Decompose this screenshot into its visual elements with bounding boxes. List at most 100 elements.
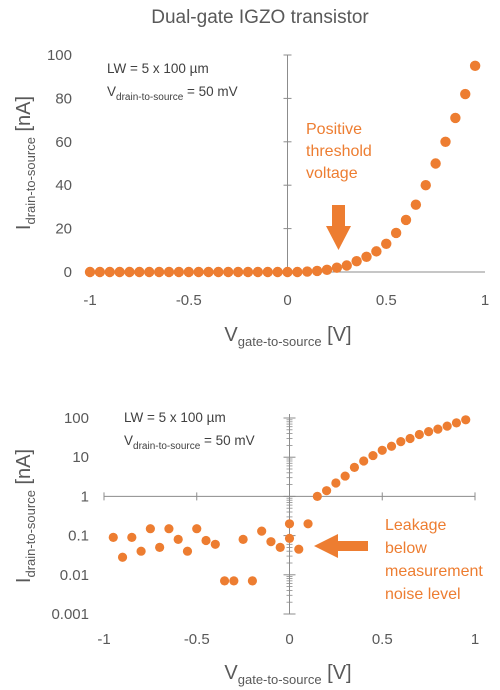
data-point [424,426,434,437]
data-point [229,576,239,586]
data-point [311,265,323,277]
data-point [312,491,322,501]
data-point [272,266,283,278]
threshold-annotation-line: voltage [306,165,358,182]
data-point [386,441,397,451]
data-point [144,266,155,278]
threshold-annotation-line: threshold [306,143,372,160]
data-point [183,266,194,278]
log-iv-chart: 0.001 0.01 0.1 1 10 100 -1 -0.5 0 0.5 1 Vgate-to-so… [13,410,483,687]
chart-title: Dual-gate IGZO transistor [151,7,369,28]
y-tick-label: 0 [64,264,72,281]
data-point [430,158,441,169]
data-point [201,535,211,546]
data-point [213,266,224,278]
x-axis-label: Vgate-to-source [V] [224,324,351,349]
y-axis-label-sub: drain-to-source [23,490,38,577]
y-tick-label: 40 [55,177,72,194]
data-point [127,532,137,542]
y-axis-label-main: I [13,225,35,231]
data-point [340,471,350,481]
data-point [294,544,304,554]
device-note-v: V [107,84,116,99]
data-point [321,264,333,276]
data-point [359,456,369,466]
data-point [377,445,387,455]
y-axis-label-unit: [nA] [13,96,35,137]
data-point [223,266,234,278]
y-tick-label: 100 [64,410,89,427]
data-point [108,532,118,542]
data-point [390,227,402,239]
data-point [219,576,230,586]
x-tick-label: -1 [97,631,110,648]
data-point [173,534,183,544]
device-note-value: = 50 mV [200,433,254,448]
device-note-line1: LW = 5 x 100 µm [124,410,226,425]
data-point [155,542,165,553]
data-point [420,180,431,191]
data-point [153,266,165,278]
data-point [252,266,264,278]
data-point [331,262,343,273]
y-axis-label-sub: drain-to-source [23,137,38,224]
data-point [292,266,303,278]
data-point [262,266,273,278]
y-axis-label-main: I [13,578,35,584]
data-point [331,478,341,488]
data-point [322,486,332,496]
y-tick-label: 0.1 [68,528,89,545]
data-point [461,415,471,425]
data-point [368,450,378,461]
x-tick-label: 1 [471,631,479,648]
x-axis-label-sub: gate-to-source [238,334,322,349]
device-note-sub: drain-to-source [116,92,184,103]
data-point [302,266,313,277]
threshold-annotation-line: Positive [306,121,362,138]
data-point [433,424,443,434]
data-point [164,524,174,534]
data-point [266,537,276,547]
y-axis-label: Idrain-to-source [nA] [13,96,38,230]
data-point [442,421,452,431]
x-tick-label: 0 [283,292,291,309]
data-point [163,266,175,278]
data-point [371,246,382,257]
data-point [440,136,451,147]
data-point [284,533,295,543]
leakage-arrow [314,534,368,558]
x-tick-label: -1 [83,292,96,309]
data-point [469,60,481,72]
y-tick-label: 20 [55,221,72,238]
data-point [284,519,295,529]
data-point [114,266,125,278]
data-point [134,266,145,278]
data-point [136,546,146,556]
x-tick-label: 0.5 [372,631,393,648]
device-note-line2: Vdrain-to-source = 50 mV [124,433,255,452]
linear-iv-chart: 0 20 40 60 80 100 -1 -0.5 0 0.5 1 Vgate-to-source [… [13,47,489,349]
x-axis-label-sub: gate-to-source [238,672,322,687]
data-point [275,542,285,553]
data-point [361,251,372,263]
data-point [282,266,293,278]
data-point [192,524,202,534]
data-point [210,539,220,549]
x-tick-label: -0.5 [176,292,202,309]
y-tick-label: 10 [72,449,89,466]
data-point [203,266,214,278]
data-point [414,429,424,440]
data-point [124,266,135,278]
x-axis-label-unit: [V] [322,662,352,684]
data-point [460,88,471,100]
y-axis-label: Idrain-to-source [nA] [13,449,38,583]
data-point [104,266,115,278]
x-axis-label-main: V [224,662,238,684]
data-point [84,266,96,278]
data-point [182,546,193,556]
data-point [451,418,462,428]
leakage-annotation-line: measurement [385,563,483,580]
device-note-value: = 50 mV [183,84,237,99]
data-point [117,552,128,562]
